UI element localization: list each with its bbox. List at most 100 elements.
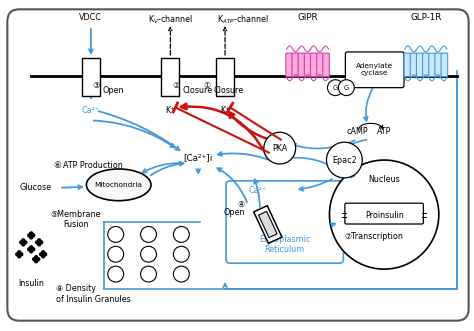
Circle shape: [24, 241, 27, 244]
Circle shape: [18, 251, 21, 254]
Text: K⁺: K⁺: [220, 106, 230, 115]
Circle shape: [28, 248, 31, 251]
Text: K$_V$-channel: K$_V$-channel: [148, 13, 193, 26]
Circle shape: [329, 160, 439, 269]
Circle shape: [37, 243, 41, 246]
Text: Proinsulin: Proinsulin: [365, 211, 403, 220]
Text: ③: ③: [93, 81, 100, 90]
Circle shape: [108, 246, 124, 262]
Circle shape: [32, 234, 35, 237]
Circle shape: [30, 236, 33, 239]
FancyBboxPatch shape: [423, 53, 429, 76]
Circle shape: [22, 239, 25, 242]
Text: ATP: ATP: [377, 127, 392, 136]
FancyBboxPatch shape: [410, 53, 417, 76]
Circle shape: [42, 251, 45, 254]
Circle shape: [18, 255, 21, 258]
Text: Mitochondria: Mitochondria: [95, 182, 143, 188]
Circle shape: [328, 80, 343, 96]
Circle shape: [173, 226, 189, 242]
Circle shape: [18, 253, 21, 256]
Circle shape: [141, 266, 156, 282]
Circle shape: [40, 253, 43, 256]
FancyBboxPatch shape: [292, 53, 299, 76]
Circle shape: [141, 226, 156, 242]
Text: Open: Open: [223, 208, 245, 217]
Circle shape: [30, 246, 33, 249]
Polygon shape: [254, 206, 282, 243]
Text: Adenylate
cyclase: Adenylate cyclase: [356, 63, 393, 76]
Text: Epac2: Epac2: [332, 156, 357, 165]
Text: Insulin: Insulin: [18, 279, 44, 288]
Text: ⑦Transcription: ⑦Transcription: [345, 232, 404, 241]
FancyBboxPatch shape: [441, 53, 447, 76]
Text: cAMP: cAMP: [346, 127, 368, 136]
Circle shape: [173, 246, 189, 262]
FancyBboxPatch shape: [317, 53, 323, 76]
Text: G: G: [344, 85, 349, 91]
FancyBboxPatch shape: [346, 52, 404, 88]
Text: ②: ②: [173, 81, 180, 90]
Text: PKA: PKA: [272, 144, 287, 153]
Text: ⑧ Density
of Insulin Granules: ⑧ Density of Insulin Granules: [56, 284, 131, 304]
Text: GIPR: GIPR: [297, 13, 318, 22]
Circle shape: [264, 132, 296, 164]
Text: Glucose: Glucose: [19, 183, 51, 192]
Circle shape: [28, 234, 31, 237]
Text: Ca²⁺: Ca²⁺: [249, 186, 267, 195]
Circle shape: [42, 255, 45, 258]
Circle shape: [37, 241, 41, 244]
Text: ⑥: ⑥: [53, 161, 61, 169]
FancyBboxPatch shape: [417, 53, 423, 76]
FancyBboxPatch shape: [404, 53, 410, 76]
FancyBboxPatch shape: [298, 53, 305, 76]
Circle shape: [36, 241, 39, 244]
Circle shape: [32, 248, 35, 251]
FancyBboxPatch shape: [429, 53, 435, 76]
FancyBboxPatch shape: [8, 9, 469, 321]
Text: Nucleus: Nucleus: [368, 175, 400, 184]
FancyBboxPatch shape: [310, 53, 317, 76]
FancyBboxPatch shape: [286, 53, 292, 76]
Text: Ca²⁺: Ca²⁺: [82, 106, 100, 115]
Circle shape: [22, 243, 25, 246]
Bar: [216, 58, 234, 96]
Text: [Ca²⁺]i: [Ca²⁺]i: [183, 154, 213, 163]
Text: VDCC: VDCC: [80, 13, 102, 22]
Circle shape: [44, 253, 46, 256]
Circle shape: [327, 142, 362, 178]
Circle shape: [108, 226, 124, 242]
Text: Closure: Closure: [213, 86, 243, 95]
Bar: [162, 58, 179, 96]
Text: ATP Production: ATP Production: [63, 161, 123, 169]
Text: GLP-1R: GLP-1R: [410, 13, 442, 22]
Circle shape: [141, 246, 156, 262]
FancyBboxPatch shape: [435, 53, 441, 76]
FancyBboxPatch shape: [226, 181, 343, 263]
Circle shape: [16, 253, 19, 256]
Text: Closure: Closure: [182, 86, 212, 95]
FancyBboxPatch shape: [323, 53, 329, 76]
Circle shape: [42, 253, 45, 256]
Circle shape: [37, 239, 41, 242]
Circle shape: [35, 260, 37, 263]
Text: K⁺: K⁺: [166, 106, 175, 115]
Text: Open: Open: [103, 86, 124, 95]
Circle shape: [30, 250, 33, 253]
Circle shape: [36, 258, 40, 261]
Circle shape: [108, 266, 124, 282]
Polygon shape: [258, 212, 277, 238]
Circle shape: [20, 253, 23, 256]
Text: ①: ①: [203, 81, 210, 90]
Circle shape: [30, 248, 33, 251]
Circle shape: [30, 234, 33, 237]
Text: G: G: [333, 85, 338, 91]
Circle shape: [22, 241, 25, 244]
Text: Endoplasmic
Reticulum: Endoplasmic Reticulum: [259, 235, 310, 254]
Bar: [82, 58, 100, 96]
Circle shape: [35, 256, 37, 259]
Text: K$_{ATP}$-channel: K$_{ATP}$-channel: [217, 13, 269, 26]
Circle shape: [173, 266, 189, 282]
FancyBboxPatch shape: [304, 53, 311, 76]
Text: ⑤Membrane
Fusion: ⑤Membrane Fusion: [51, 210, 101, 229]
